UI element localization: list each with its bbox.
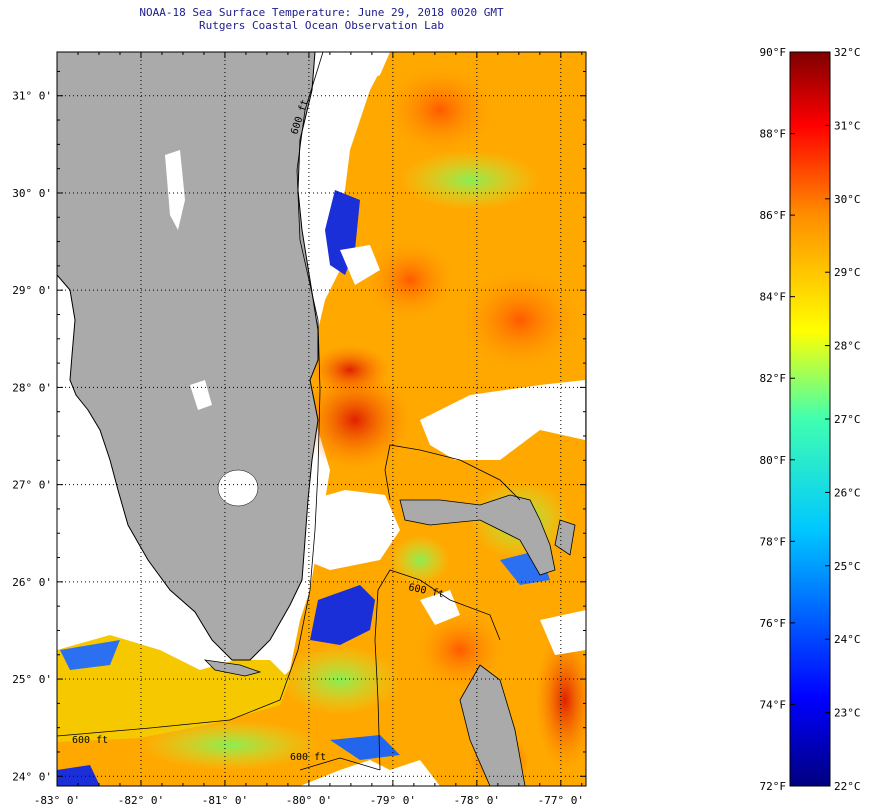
colorbar-label-c: 30°C [834,193,861,206]
colorbar-label-f: 78°F [760,535,787,548]
map-title: NOAA-18 Sea Surface Temperature: June 29… [139,6,504,19]
colorbar-label-c: 26°C [834,486,861,499]
warm-patch [300,370,410,470]
colorbar-label-f: 84°F [760,291,787,304]
lon-tick-label: -77° 0' [538,794,584,807]
colorbar-ticks: 90°F 88°F 86°F 84°F 82°F 80°F 78°F 76°F 74°F 72°F… [760,46,861,793]
cold-patch [60,640,120,670]
isobath-contour [384,444,521,501]
sst-field-gulf [57,635,290,742]
lon-tick-label: -81° 0' [202,794,248,807]
colorbar-label-f: 76°F [760,617,787,630]
colorbar-label-f: 74°F [760,698,787,711]
map-plot-area [57,52,586,786]
lon-tick-label: -79° 0' [370,794,416,807]
colorbar-label-f: 72°F [760,780,787,793]
colorbar-label-c: 29°C [834,266,861,279]
cold-patch [57,765,100,786]
lat-tick-label: 24° 0' [12,770,52,783]
map-frame [56,51,587,787]
lat-tick-label: 31° 0' [12,90,52,103]
map-axes: -83° 0' -82° 0' -81° 0' -80° 0' -79° 0' -78° … [12,52,586,807]
lat-tick-label: 25° 0' [12,673,52,686]
lat-tick-label: 29° 0' [12,284,52,297]
lon-tick-label: -83° 0' [34,794,80,807]
cloud [420,380,585,460]
colorbar-label-c: 23°C [834,707,861,720]
colorbar-label-c: 31°C [834,119,861,132]
cloud [330,52,390,90]
colorbar-label-c: 22°C [834,780,861,793]
cold-patch [310,585,375,645]
bahamas-land [399,494,556,576]
colorbar-label-f: 88°F [760,128,787,141]
isobath-contour [374,569,501,771]
isobath-contour [57,52,324,737]
warm-patch [385,65,495,155]
colorbar-label-c: 24°C [834,633,861,646]
cool-patch [400,150,540,210]
colorbar-label-f: 90°F [760,46,787,59]
cloud [57,560,210,640]
cool-patch [140,720,320,770]
colorbar [789,51,831,787]
florida-keys [203,659,262,677]
colorbar-label-f: 82°F [760,372,787,385]
warm-patch [310,345,390,395]
lat-tick-label: 28° 0' [12,381,52,394]
contour-label: 600 ft [72,735,108,746]
lat-tick-label: 27° 0' [12,479,52,492]
colorbar-label-c: 32°C [834,46,861,59]
map-subtitle: Rutgers Coastal Ocean Observation Lab [198,19,445,32]
cool-patch [390,535,450,585]
lon-tick-label: -82° 0' [118,794,164,807]
lat-tick-label: 30° 0' [12,187,52,200]
graticule [57,52,586,786]
colorbar-label-c: 28°C [834,340,861,353]
cool-patch [280,645,400,715]
cold-patch [330,735,400,760]
cloud [540,610,586,655]
cloud [420,590,460,625]
colorbar-label-c: 27°C [834,413,861,426]
cloud [340,245,380,285]
lon-tick-label: -78° 0' [454,794,500,807]
warm-patch [460,270,580,370]
inland-water [165,150,185,230]
warm-patch [365,240,455,320]
lon-tick-label: -80° 0' [286,794,332,807]
isobath-contour [299,757,381,771]
bahamas-land [554,519,576,556]
cloud [305,490,400,570]
colorbar-label-f: 80°F [760,454,787,467]
colorbar-label-f: 86°F [760,209,787,222]
florida-land [57,52,319,661]
bahamas-land [459,664,526,786]
contour-label: 600 ft [290,752,326,763]
inland-water [190,380,212,410]
lake-okeechobee [217,469,259,507]
lat-tick-label: 26° 0' [12,576,52,589]
colorbar-label-c: 25°C [834,560,861,573]
